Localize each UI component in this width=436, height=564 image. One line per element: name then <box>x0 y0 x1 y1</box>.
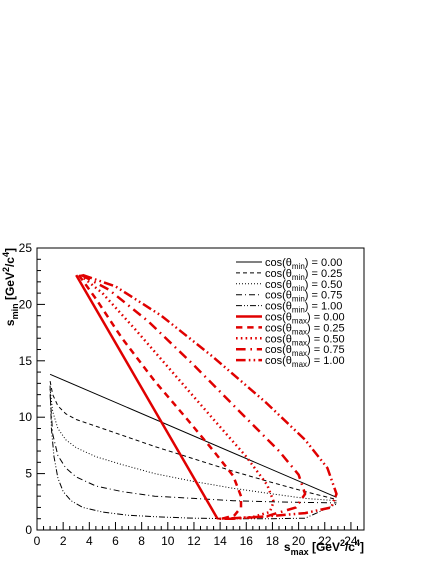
y-tick-label: 20 <box>19 297 33 311</box>
x-tick-label: 22 <box>318 534 332 548</box>
x-tick-label: 24 <box>344 534 358 548</box>
y-tick-label: 10 <box>19 410 33 424</box>
x-tick-label: 16 <box>240 534 254 548</box>
x-tick-label: 12 <box>187 534 201 548</box>
y-tick-label: 15 <box>19 354 33 368</box>
legend-entry-label: cos(θmax) = 0.50 <box>265 333 345 347</box>
x-tick-label: 20 <box>292 534 306 548</box>
y-tick-label: 0 <box>25 523 32 537</box>
x-tick-label: 14 <box>213 534 227 548</box>
y-tick-label: 5 <box>25 467 32 481</box>
legend-entry-label: cos(θmin) = 1.00 <box>265 301 342 315</box>
y-axis-label: smin [GeV2/c4] <box>1 248 20 326</box>
x-tick-label: 4 <box>86 534 93 548</box>
series-line-5 <box>75 274 219 520</box>
x-axis-label: smax [GeV2/c4] <box>284 538 364 557</box>
data-curves <box>49 273 338 520</box>
series-line-0 <box>49 373 337 498</box>
series-line-3 <box>49 394 337 504</box>
series-line-2 <box>49 388 337 502</box>
legend-entry-label: cos(θmin) = 0.50 <box>265 279 342 293</box>
legend-entry-label: cos(θmax) = 0.25 <box>265 322 345 336</box>
x-tick-label: 2 <box>60 534 67 548</box>
legend-entry-label: cos(θmax) = 1.00 <box>265 355 345 369</box>
legend-entry-label: cos(θmax) = 0.00 <box>265 312 345 326</box>
series-line-6 <box>77 274 243 520</box>
x-tick-label: 6 <box>112 534 119 548</box>
legend-entry-label: cos(θmin) = 0.75 <box>265 290 342 304</box>
legend-entry-label: cos(θmax) = 0.75 <box>265 344 345 358</box>
legend-entry-label: cos(θmin) = 0.00 <box>265 257 342 271</box>
x-tick-label: 10 <box>161 534 175 548</box>
series-line-7 <box>79 274 275 520</box>
x-tick-label: 0 <box>34 534 41 548</box>
series-line-1 <box>49 381 337 500</box>
y-tick-label: 25 <box>19 241 33 255</box>
x-tick-label: 8 <box>138 534 145 548</box>
x-tick-label: 18 <box>266 534 280 548</box>
series-line-9 <box>82 273 338 520</box>
series-line-4 <box>49 385 337 520</box>
legend-entry-label: cos(θmin) = 0.25 <box>265 268 342 282</box>
